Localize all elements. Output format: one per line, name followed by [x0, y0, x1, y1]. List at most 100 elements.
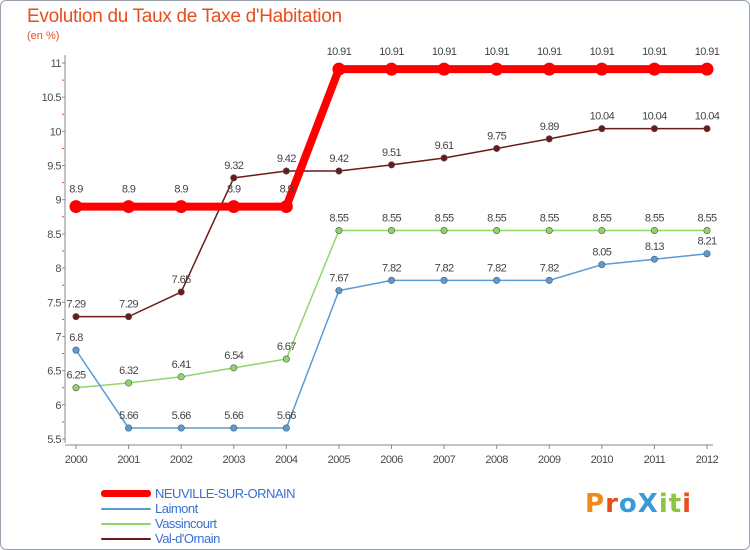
data-point: [493, 226, 501, 234]
logo-letter: t: [668, 489, 683, 519]
data-label: 8.9: [122, 184, 136, 196]
series-line: [75, 229, 708, 389]
chart-subtitle: (en %): [27, 30, 60, 42]
data-point: [125, 379, 133, 387]
proxiti-logo: ProXiti: [585, 489, 692, 519]
data-label: 10.91: [642, 46, 667, 58]
data-label: 10.91: [327, 46, 352, 58]
data-point: [700, 62, 714, 76]
data-label: 7.82: [487, 262, 506, 274]
data-label: 10.91: [379, 46, 404, 58]
data-label: 7.82: [435, 262, 454, 274]
data-point: [385, 62, 398, 76]
data-point: [177, 373, 185, 381]
data-label: 8.55: [435, 212, 454, 224]
data-label: 8.55: [540, 212, 559, 224]
data-point: [335, 167, 343, 175]
data-point: [282, 424, 290, 432]
legend-item: Val-d'Ornain: [101, 531, 295, 546]
data-point: [387, 276, 395, 284]
data-label: 9.75: [487, 130, 506, 142]
data-label: 8.55: [592, 212, 611, 224]
legend-item: Vassincourt: [101, 516, 295, 531]
y-tick-label: 11: [51, 58, 62, 70]
data-label: 8.55: [487, 212, 506, 224]
data-label: 9.51: [382, 147, 401, 159]
data-label: 6.25: [66, 370, 85, 382]
data-label: 8.55: [645, 212, 664, 224]
y-tick-label: 9: [55, 195, 61, 207]
logo-letter: P: [585, 489, 606, 519]
data-label: 6.32: [119, 365, 138, 377]
x-tick-label: 2010: [591, 454, 614, 466]
y-tick-label: 8: [55, 263, 61, 275]
data-point: [125, 313, 133, 321]
data-point: [650, 226, 658, 234]
data-label: 7.82: [540, 262, 559, 274]
y-tick-label: 8.5: [47, 229, 61, 241]
data-point: [440, 226, 448, 234]
data-point: [598, 125, 606, 133]
data-label: 6.54: [224, 350, 243, 362]
data-label: 10.04: [695, 111, 720, 123]
legend-swatch: [101, 522, 151, 525]
data-point: [387, 226, 395, 234]
legend-item: Laimont: [101, 501, 295, 516]
data-label: 9.61: [435, 140, 454, 152]
data-point: [177, 288, 185, 296]
logo-letter: i: [682, 489, 693, 519]
data-point: [227, 200, 241, 214]
data-point: [650, 125, 658, 133]
data-point: [335, 226, 343, 234]
data-label: 6.8: [69, 332, 83, 344]
data-point: [545, 276, 553, 284]
data-point: [230, 424, 238, 432]
y-tick-label: 7.5: [47, 297, 61, 309]
data-point: [174, 200, 188, 214]
data-point: [282, 355, 290, 363]
y-tick-label: 6.5: [47, 366, 61, 378]
data-label: 8.55: [382, 212, 401, 224]
data-label: 7.29: [66, 299, 85, 311]
data-point: [72, 313, 80, 321]
chart-title: Evolution du Taux de Taxe d'Habitation: [27, 6, 342, 27]
legend-label: NEUVILLE-SUR-ORNAIN: [155, 486, 296, 501]
data-label: 6.67: [277, 341, 296, 353]
data-label: 10.91: [432, 46, 457, 58]
data-label: 9.42: [277, 153, 296, 165]
y-tick-label: 5.5: [47, 434, 61, 446]
data-label: 7.29: [119, 299, 138, 311]
data-label: 6.41: [172, 359, 191, 371]
data-point: [387, 161, 395, 169]
legend-label: Vassincourt: [155, 516, 217, 531]
x-tick-label: 2001: [117, 454, 140, 466]
logo-letter: o: [618, 489, 638, 519]
y-tick-label: 6: [55, 400, 61, 412]
x-tick-label: 2005: [328, 454, 351, 466]
x-tick-label: 2009: [538, 454, 561, 466]
x-tick-label: 2006: [380, 454, 403, 466]
data-point: [332, 62, 346, 76]
data-label: 5.66: [119, 410, 138, 422]
x-tick-label: 2012: [696, 454, 719, 466]
data-point: [282, 167, 290, 175]
y-tick-label: 9.5: [47, 161, 61, 173]
data-label: 7.82: [382, 262, 401, 274]
y-tick-label: 7: [55, 331, 61, 343]
data-label: 5.66: [277, 410, 296, 422]
data-point: [125, 424, 133, 432]
data-label: 7.65: [172, 274, 191, 286]
data-point: [230, 364, 238, 372]
data-label: 9.42: [329, 153, 348, 165]
data-point: [335, 287, 343, 295]
data-point: [72, 384, 80, 392]
series-line: [72, 65, 711, 211]
legend-swatch: [101, 490, 151, 497]
data-label: 8.55: [697, 212, 716, 224]
x-tick-label: 2004: [275, 454, 298, 466]
data-point: [122, 200, 136, 214]
data-label: 10.04: [590, 111, 615, 123]
legend-item: NEUVILLE-SUR-ORNAIN: [101, 486, 296, 501]
data-label: 10.04: [642, 111, 667, 123]
